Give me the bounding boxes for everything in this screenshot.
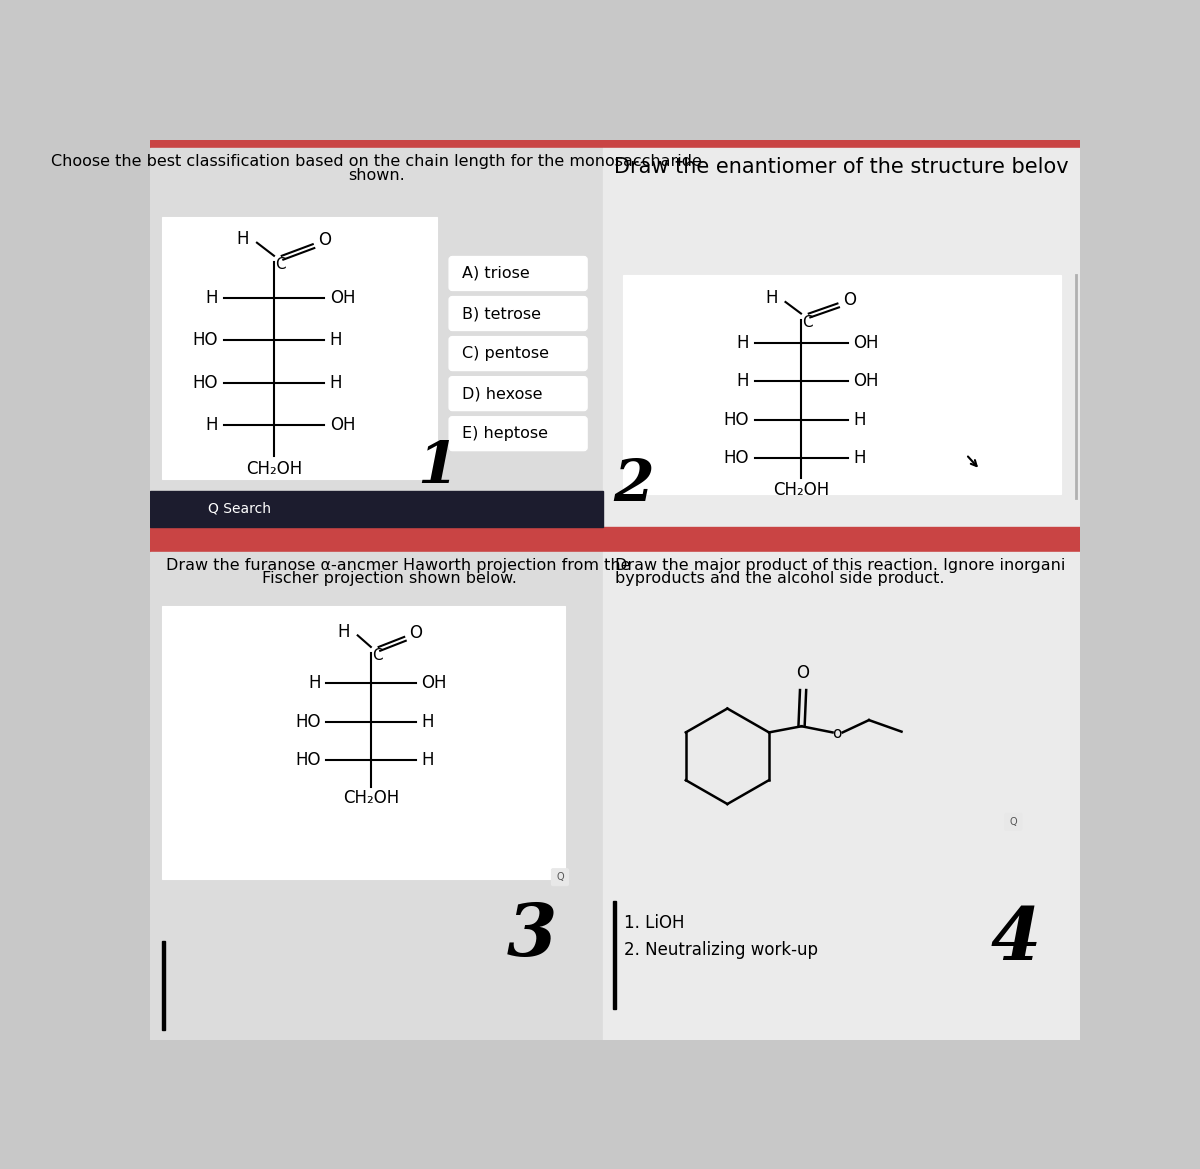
Text: B) tetrose: B) tetrose <box>462 306 540 321</box>
Text: 2: 2 <box>613 457 654 513</box>
FancyBboxPatch shape <box>1004 814 1022 830</box>
Text: C) pentose: C) pentose <box>462 346 548 361</box>
FancyBboxPatch shape <box>552 869 569 886</box>
Text: OH: OH <box>853 372 878 390</box>
Text: H: H <box>330 374 342 392</box>
Text: HO: HO <box>193 332 218 350</box>
FancyBboxPatch shape <box>449 376 587 410</box>
Text: HO: HO <box>193 374 218 392</box>
Text: Draw the major product of this reaction. Ignore inorgani: Draw the major product of this reaction.… <box>616 558 1066 573</box>
Text: 3: 3 <box>506 900 557 971</box>
Text: H: H <box>330 332 342 350</box>
Text: Fischer projection shown below.: Fischer projection shown below. <box>263 572 517 587</box>
Bar <box>150 527 1080 552</box>
Text: CH₂OH: CH₂OH <box>343 789 398 808</box>
Text: HO: HO <box>295 713 320 731</box>
Text: H: H <box>853 410 865 429</box>
Text: Draw the furanose α-ancmer Haworth projection from the: Draw the furanose α-ancmer Haworth proje… <box>166 558 630 573</box>
Text: H: H <box>337 623 350 641</box>
Text: H: H <box>236 230 250 248</box>
Bar <box>613 901 616 1009</box>
FancyBboxPatch shape <box>449 297 587 331</box>
Text: O: O <box>409 624 422 642</box>
Text: HO: HO <box>724 410 749 429</box>
Text: C: C <box>276 257 286 272</box>
Text: Choose the best classification based on the chain length for the monosaccharide: Choose the best classification based on … <box>50 154 702 170</box>
Text: H: H <box>737 334 749 352</box>
Text: A) triose: A) triose <box>462 267 529 281</box>
Bar <box>150 491 604 527</box>
Bar <box>150 140 1080 148</box>
FancyBboxPatch shape <box>449 337 587 371</box>
Text: CH₂OH: CH₂OH <box>773 480 829 499</box>
Text: Draw the enantiomer of the structure belov: Draw the enantiomer of the structure bel… <box>614 157 1069 178</box>
Text: o: o <box>832 726 841 741</box>
Bar <box>162 217 437 479</box>
Text: O: O <box>797 664 810 683</box>
FancyBboxPatch shape <box>449 416 587 450</box>
Text: H: H <box>421 713 433 731</box>
Bar <box>623 275 1061 494</box>
Text: OH: OH <box>853 334 878 352</box>
Bar <box>150 552 604 1040</box>
Text: Q: Q <box>556 872 564 883</box>
Text: C: C <box>372 649 383 664</box>
Bar <box>604 148 1080 527</box>
Text: Q: Q <box>1009 817 1018 826</box>
Text: H: H <box>421 752 433 769</box>
Bar <box>162 607 565 879</box>
Text: HO: HO <box>295 752 320 769</box>
Text: E) heptose: E) heptose <box>462 427 547 441</box>
Text: OH: OH <box>330 416 355 434</box>
Text: H: H <box>205 416 218 434</box>
Bar <box>604 552 1080 1040</box>
Text: H: H <box>205 289 218 307</box>
FancyBboxPatch shape <box>449 256 587 290</box>
Text: CH₂OH: CH₂OH <box>246 459 302 478</box>
Text: 2. Neutralizing work-up: 2. Neutralizing work-up <box>624 941 818 959</box>
Text: H: H <box>737 372 749 390</box>
Text: O: O <box>318 231 331 249</box>
Text: byproducts and the alcohol side product.: byproducts and the alcohol side product. <box>616 572 944 587</box>
Text: 1. LiOH: 1. LiOH <box>624 914 685 932</box>
Text: shown.: shown. <box>348 168 404 184</box>
Text: H: H <box>853 449 865 468</box>
Text: OH: OH <box>421 675 446 692</box>
Text: 4: 4 <box>991 905 1042 975</box>
Text: OH: OH <box>330 289 355 307</box>
Text: H: H <box>308 675 320 692</box>
Text: D) hexose: D) hexose <box>462 386 542 401</box>
Text: C: C <box>803 316 814 330</box>
Text: Q Search: Q Search <box>208 502 271 516</box>
Text: O: O <box>842 291 856 309</box>
Text: H: H <box>766 289 778 307</box>
Text: 1: 1 <box>418 438 458 496</box>
Text: HO: HO <box>724 449 749 468</box>
Bar <box>150 148 604 527</box>
Bar <box>162 941 164 1030</box>
